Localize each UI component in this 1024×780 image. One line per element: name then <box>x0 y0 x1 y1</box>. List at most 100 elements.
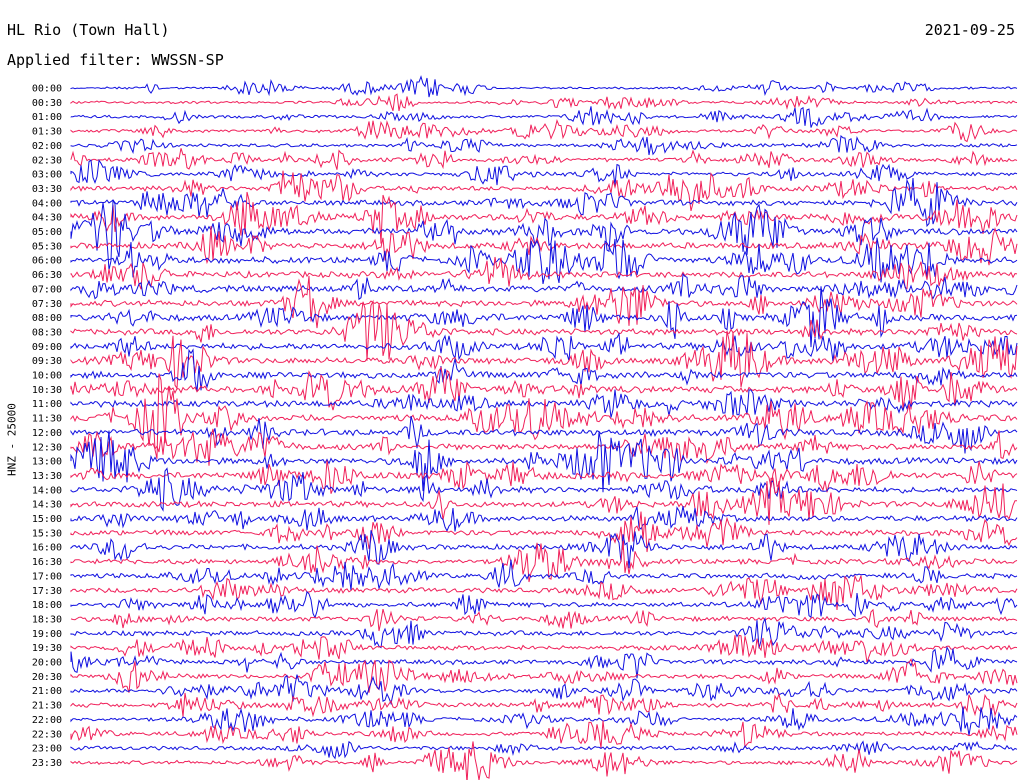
time-tick-label: 00:00 <box>32 84 62 95</box>
trace-row <box>70 511 1018 553</box>
trace-row <box>70 286 1018 348</box>
time-tick-label: 20:00 <box>32 658 62 669</box>
time-tick-label: 15:30 <box>32 528 62 539</box>
time-tick-label: 02:00 <box>32 141 62 152</box>
trace-row <box>70 332 1018 362</box>
trace-row <box>70 477 1017 525</box>
trace-row <box>70 119 1018 143</box>
trace-row <box>70 134 1018 156</box>
trace-row <box>70 191 1018 244</box>
time-tick-label: 15:00 <box>32 514 62 525</box>
time-tick-label: 12:30 <box>32 442 62 453</box>
trace-row <box>70 616 1018 649</box>
time-tick-label: 22:30 <box>32 729 62 740</box>
trace-row <box>70 275 1018 329</box>
trace-row <box>70 467 1018 512</box>
trace-row <box>70 634 1018 663</box>
trace-row <box>70 373 1018 459</box>
trace-row <box>70 177 1018 228</box>
time-tick-label: 20:30 <box>32 672 62 683</box>
time-tick-label: 05:30 <box>32 241 62 252</box>
time-tick-label: 14:30 <box>32 500 62 511</box>
time-tick-label: 10:00 <box>32 371 62 382</box>
time-tick-label: 18:30 <box>32 614 62 625</box>
trace-row <box>70 272 1018 301</box>
trace-row <box>70 741 1018 780</box>
filter-label: Applied filter: WWSSN-SP <box>7 51 224 69</box>
trace-row <box>70 706 1018 736</box>
station-title: HL Rio (Town Hall) <box>7 21 170 39</box>
time-tick-labels: 00:00 00:30 01:00 01:30 02:00 02:30 03:00 03:30… <box>32 84 62 769</box>
trace-row <box>70 430 1018 493</box>
trace-row <box>70 559 1018 591</box>
seismogram-traces <box>70 75 1018 780</box>
time-tick-label: 23:30 <box>32 758 62 769</box>
time-tick-label: 03:00 <box>32 170 62 181</box>
trace-row <box>70 93 1018 111</box>
time-tick-label: 21:00 <box>32 686 62 697</box>
time-tick-label: 22:00 <box>32 715 62 726</box>
trace-row <box>70 237 1018 285</box>
trace-row <box>70 720 1018 749</box>
time-tick-label: 06:00 <box>32 256 62 267</box>
time-tick-label: 08:00 <box>32 313 62 324</box>
time-tick-label: 00:30 <box>32 98 62 109</box>
time-tick-label: 04:00 <box>32 198 62 209</box>
trace-row <box>70 106 1018 128</box>
time-tick-label: 07:30 <box>32 299 62 310</box>
time-tick-label: 08:30 <box>32 327 62 338</box>
trace-row <box>70 148 1018 170</box>
time-tick-label: 02:30 <box>32 155 62 166</box>
trace-row <box>70 330 1018 390</box>
time-tick-label: 11:30 <box>32 414 62 425</box>
time-tick-label: 12:00 <box>32 428 62 439</box>
trace-row <box>70 460 1018 494</box>
time-tick-label: 06:30 <box>32 270 62 281</box>
trace-row <box>70 740 1018 760</box>
trace-row <box>70 256 1018 290</box>
trace-row <box>70 506 1018 532</box>
trace-row <box>70 199 1018 271</box>
time-tick-label: 04:30 <box>32 213 62 224</box>
time-tick-label: 14:00 <box>32 485 62 496</box>
trace-row <box>70 75 1018 98</box>
trace-row <box>70 428 1018 466</box>
trace-row <box>70 674 1018 706</box>
trace-row <box>70 692 1018 718</box>
time-tick-label: 13:30 <box>32 471 62 482</box>
time-tick-label: 16:30 <box>32 557 62 568</box>
trace-row <box>70 646 1018 679</box>
trace-row <box>70 366 1018 411</box>
time-tick-label: 03:30 <box>32 184 62 195</box>
trace-row <box>70 658 1018 693</box>
time-tick-label: 23:00 <box>32 744 62 755</box>
time-tick-label: 11:00 <box>32 399 62 410</box>
time-tick-label: 09:30 <box>32 356 62 367</box>
record-date: 2021-09-25 <box>924 21 1015 39</box>
time-tick-label: 19:30 <box>32 643 62 654</box>
time-tick-label: 17:30 <box>32 586 62 597</box>
time-tick-label: 17:00 <box>32 571 62 582</box>
trace-row <box>70 574 1018 611</box>
trace-row <box>70 608 1018 632</box>
time-tick-label: 18:00 <box>32 600 62 611</box>
trace-row <box>70 590 1018 620</box>
time-tick-label: 10:30 <box>32 385 62 396</box>
trace-row <box>70 226 1018 266</box>
time-tick-label: 05:00 <box>32 227 62 238</box>
trace-row <box>70 530 1018 569</box>
time-tick-label: 01:00 <box>32 112 62 123</box>
trace-row <box>70 389 1018 418</box>
time-tick-label: 09:00 <box>32 342 62 353</box>
trace-row <box>70 348 1018 392</box>
trace-row <box>70 540 1018 583</box>
trace-row <box>70 159 1018 186</box>
time-tick-label: 16:00 <box>32 543 62 554</box>
time-tick-label: 21:30 <box>32 701 62 712</box>
trace-row <box>70 170 1018 212</box>
trace-row <box>70 299 1018 361</box>
time-tick-label: 07:00 <box>32 284 62 295</box>
time-tick-label: 01:30 <box>32 127 62 138</box>
time-tick-label: 19:00 <box>32 629 62 640</box>
